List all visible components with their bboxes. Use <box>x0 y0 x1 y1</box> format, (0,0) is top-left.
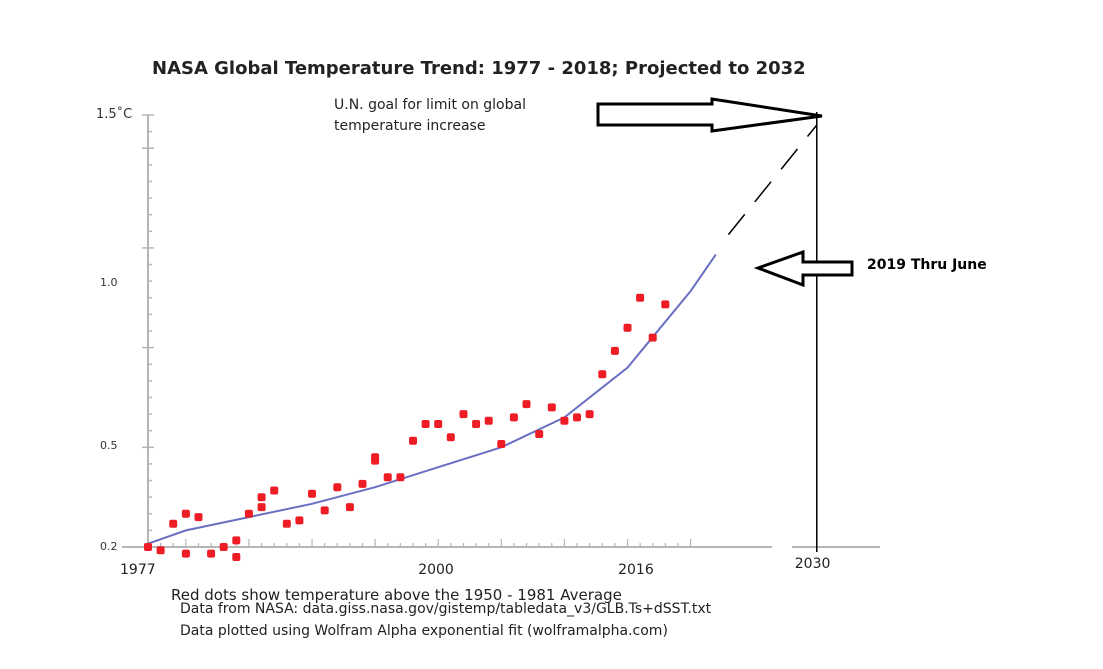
data-point <box>282 519 291 528</box>
data-point <box>295 516 304 525</box>
footnote-method: Data plotted using Wolfram Alpha exponen… <box>180 623 668 639</box>
data-point <box>547 403 556 412</box>
y-tick-label: 0.2 <box>100 540 118 553</box>
data-point <box>522 400 531 409</box>
data-point <box>232 553 241 561</box>
data-point <box>610 346 619 355</box>
data-point <box>598 370 607 379</box>
data-point <box>459 410 468 419</box>
fit-curve <box>147 254 717 545</box>
data-point <box>320 506 329 515</box>
data-point <box>484 416 493 425</box>
data-point <box>169 519 178 528</box>
data-point <box>648 333 657 342</box>
data-point <box>434 420 443 428</box>
data-point <box>181 549 190 558</box>
data-point <box>257 503 266 512</box>
data-point <box>194 513 203 522</box>
data-point <box>409 436 417 445</box>
data-point <box>156 546 165 555</box>
data-point <box>333 483 342 492</box>
data-point <box>509 413 518 422</box>
data-point <box>535 430 544 438</box>
data-point <box>345 503 354 512</box>
data-point <box>446 433 455 442</box>
axes <box>122 112 880 552</box>
data-point <box>623 323 632 332</box>
x-tick-label: 2000 <box>418 562 454 578</box>
data-point <box>257 493 266 502</box>
data-point <box>232 536 241 545</box>
chart-title: NASA Global Temperature Trend: 1977 - 20… <box>152 58 806 79</box>
data-point <box>396 473 405 482</box>
fit-curve-group <box>147 124 818 545</box>
data-point <box>181 509 190 518</box>
data-point <box>270 486 279 495</box>
annotation-arrows <box>596 97 854 288</box>
recent-arrow-icon <box>753 249 854 288</box>
data-point <box>661 300 670 309</box>
goal-annotation-line1: U.N. goal for limit on global <box>334 97 526 113</box>
y-tick-label: 0.5 <box>100 439 118 453</box>
data-point <box>207 549 216 558</box>
data-point <box>308 489 316 498</box>
data-point <box>636 293 645 302</box>
data-point <box>472 420 481 428</box>
data-point <box>585 410 594 419</box>
goal-annotation-line2: temperature increase <box>334 118 486 134</box>
x-tick-label: 1977 <box>120 562 156 578</box>
data-point <box>244 509 253 518</box>
recent-annotation: 2019 Thru June <box>867 257 987 273</box>
footnote-source: Data from NASA: data.giss.nasa.gov/giste… <box>180 601 712 617</box>
x-tick-label: 2030 <box>794 556 831 572</box>
data-point <box>560 416 569 425</box>
data-point <box>358 479 367 488</box>
data-points <box>144 293 670 561</box>
data-point <box>497 440 506 448</box>
x-tick-label: 2016 <box>618 562 654 578</box>
data-point <box>219 543 228 551</box>
y-tick-label: 1.5˚C <box>96 107 133 122</box>
projection-line <box>727 124 818 236</box>
data-point <box>144 543 152 551</box>
data-point <box>573 413 581 422</box>
y-tick-label: 1.0 <box>100 276 118 290</box>
data-point <box>371 456 380 465</box>
data-point <box>383 473 392 482</box>
footnote-dots: Red dots show temperature above the 1950… <box>171 586 622 604</box>
goal-arrow-icon <box>596 97 823 133</box>
data-point <box>421 420 430 428</box>
